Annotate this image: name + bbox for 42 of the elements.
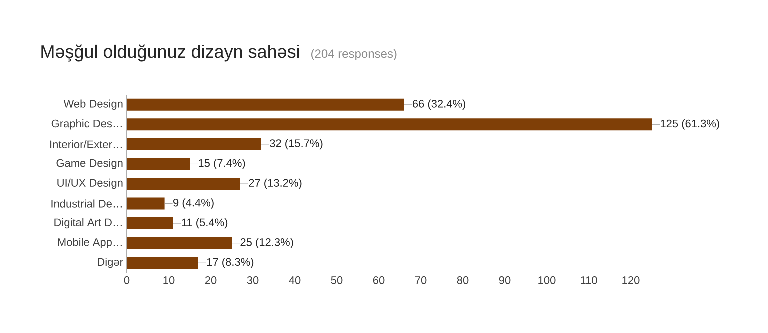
x-tick-label: 60 (373, 276, 385, 284)
x-tick-label: 120 (622, 276, 640, 284)
x-tick-label: 50 (331, 276, 343, 284)
data-label: 32 (15.7%) (270, 139, 323, 150)
y-tick-label: Interior/Exter… (50, 140, 122, 148)
x-tick-label: 0 (124, 276, 130, 284)
data-label: 25 (12.3%) (240, 238, 294, 248)
chart-subtitle: (204 responses) (312, 49, 397, 60)
y-tick-label: Web Design (64, 100, 123, 110)
x-tick-label: 80 (457, 276, 469, 284)
data-label: 15 (7.4%) (199, 159, 246, 170)
data-label: 27 (13.2%) (249, 178, 302, 190)
bar (127, 138, 262, 150)
data-label: 9 (4.4%) (174, 198, 214, 209)
bar (127, 118, 652, 131)
data-label: 66 (32.4%) (412, 100, 466, 110)
y-tick-label: Game Design (56, 159, 123, 170)
bar (127, 198, 165, 210)
bar (127, 98, 404, 111)
bar (127, 178, 240, 190)
x-tick-label: 90 (499, 276, 511, 284)
bar (127, 237, 232, 250)
bar (127, 218, 174, 230)
y-tick-label: Digər (98, 258, 124, 268)
data-label: 17 (8.3%) (207, 258, 254, 268)
x-tick-label: 20 (205, 276, 217, 284)
bar (127, 158, 190, 170)
chart-title: Məşğul olduğunuz dizayn sahəsi (42, 44, 300, 62)
bar (127, 257, 198, 270)
y-tick-label: UI/UX Design (58, 178, 123, 190)
x-tick-label: 110 (581, 276, 598, 284)
data-label: 125 (61.3%) (661, 120, 720, 130)
y-tick-label: Industrial De… (52, 200, 122, 208)
x-tick-label: 40 (289, 276, 301, 284)
y-tick-label: Graphic Des… (52, 120, 122, 130)
y-tick-label: Digital Art D… (54, 218, 122, 229)
x-tick-label: 100 (538, 276, 556, 284)
x-tick-label: 30 (247, 276, 259, 284)
data-label: 11 (5.4%) (182, 218, 228, 229)
x-tick-label: 10 (164, 276, 175, 284)
y-tick-label: Mobile App… (58, 238, 122, 248)
x-tick-label: 70 (415, 276, 427, 284)
